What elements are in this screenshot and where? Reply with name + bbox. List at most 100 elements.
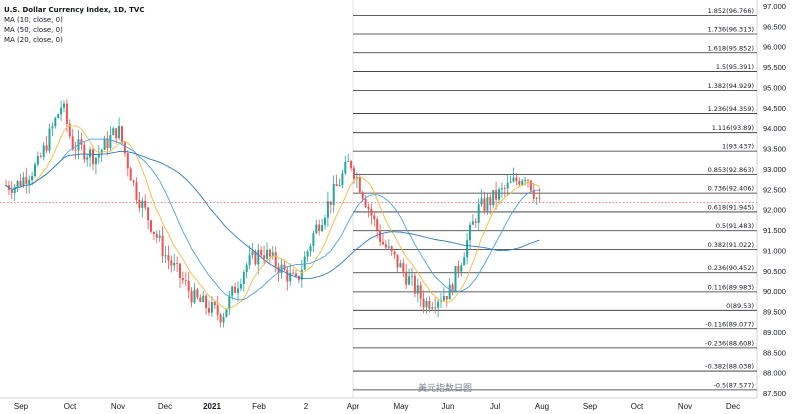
candle-body-31 [94, 157, 97, 165]
candle-body-44 [132, 180, 135, 183]
candle-body-147 [431, 307, 434, 309]
candle-body-111 [326, 201, 329, 218]
candle-body-183 [535, 197, 538, 199]
candle-body-118 [347, 161, 350, 162]
candle-body-61 [181, 277, 184, 281]
candle-body-112 [329, 201, 332, 205]
price-tick-16: 89.000 [763, 328, 786, 337]
candle-body-87 [257, 249, 260, 265]
candle-body-107 [315, 224, 318, 234]
candle-body-75 [222, 316, 225, 323]
candle-body-49 [147, 207, 150, 221]
price-tick-3: 95.500 [763, 63, 786, 72]
candle-body-34 [103, 138, 106, 150]
candle-body-23 [71, 136, 74, 150]
candle-body-62 [184, 280, 187, 282]
candle-body-116 [341, 173, 344, 186]
candle-body-68 [202, 295, 205, 302]
price-tick-12: 91.000 [763, 246, 786, 255]
candle-body-67 [199, 297, 202, 302]
price-tick-18: 88.000 [763, 369, 786, 378]
candle-body-2 [10, 189, 13, 193]
fib-label-14: 0.116(89.983) [708, 283, 754, 291]
fib-retracement: 1.852(96.766) 1.736(96.313) 1.618(95.852) 1… [353, 7, 757, 391]
price-tick-7: 93.500 [763, 145, 786, 154]
fib-label-10: 0.618(91.945) [708, 203, 754, 211]
time-tick-3: Dec [158, 402, 172, 411]
candle-body-32 [97, 153, 100, 158]
time-tick-9: Jun [442, 402, 455, 411]
candle-body-158 [463, 257, 466, 266]
time-tick-12: Sep [583, 402, 598, 411]
fib-label-8: 0.853(92.863) [708, 166, 754, 174]
candle-body-83 [245, 265, 248, 273]
candle-body-180 [527, 179, 529, 181]
ma-50-line [5, 150, 540, 280]
candle-body-5 [19, 180, 22, 186]
candle-body-104 [306, 251, 309, 257]
fib-label-7: 1(93.437) [722, 143, 754, 151]
fib-label-3: 1.5(95.391) [716, 63, 754, 71]
price-tick-2: 96.000 [763, 43, 786, 52]
candle-body-64 [190, 290, 193, 303]
time-tick-10: Jul [490, 402, 500, 411]
candle-body-128 [376, 219, 379, 231]
candle-body-99 [292, 272, 295, 274]
candle-body-53 [158, 235, 161, 238]
candle-body-149 [437, 301, 440, 308]
candle-body-35 [106, 138, 109, 149]
candle-body-98 [289, 272, 292, 282]
candle-body-113 [332, 183, 335, 205]
fib-label-9: 0.736(92.406) [708, 185, 754, 193]
candle-body-143 [419, 285, 422, 299]
candle-body-117 [344, 161, 347, 174]
candle-body-50 [150, 220, 152, 232]
candle-body-81 [239, 284, 242, 289]
candle-body-129 [379, 230, 382, 242]
candle-body-182 [532, 190, 535, 199]
candle-body-163 [477, 204, 480, 223]
time-tick-1: Oct [64, 402, 77, 411]
time-tick-13: Oct [631, 402, 644, 411]
fib-label-12: 0.382(91.022) [708, 241, 754, 249]
candle-body-26 [80, 139, 83, 145]
price-axis[interactable]: 97.000 96.500 96.000 95.500 95.000 94.500 94.0… [763, 2, 786, 398]
candle-body-12 [39, 156, 42, 157]
price-tick-8: 93.000 [763, 165, 786, 174]
candle-body-125 [367, 206, 370, 209]
candle-body-4 [16, 180, 19, 187]
time-axis[interactable]: Sep Oct Nov Dec 2021 Feb 2 Apr May Jun Jul Aug Sep Oc… [14, 402, 740, 411]
candle-body-9 [31, 176, 34, 180]
candle-body-74 [219, 314, 222, 323]
candle-body-100 [295, 273, 297, 276]
candle-body-171 [500, 188, 503, 190]
price-tick-17: 88.500 [763, 348, 786, 357]
fib-label-19: -0.5(87.577) [714, 381, 755, 389]
fib-label-18: -0.382(88.038) [705, 363, 754, 371]
candle-body-105 [309, 246, 312, 252]
candle-body-142 [416, 285, 419, 294]
time-tick-8: May [393, 402, 408, 411]
candle-body-126 [370, 208, 373, 216]
time-tick-0: Sep [14, 402, 29, 411]
candle-body-156 [457, 266, 460, 272]
candle-body-137 [402, 263, 405, 272]
time-tick-14: Nov [678, 402, 692, 411]
price-tick-10: 92.000 [763, 206, 786, 215]
legend-ma-20: MA (20, close, 0) [4, 36, 63, 44]
candle-body-39 [118, 126, 121, 139]
candle-body-66 [196, 289, 199, 298]
price-tick-1: 96.500 [763, 22, 786, 31]
price-tick-6: 94.000 [763, 124, 786, 133]
candle-body-114 [335, 183, 338, 187]
candle-body-16 [51, 126, 54, 129]
candle-body-52 [155, 233, 158, 238]
candle-body-146 [428, 300, 431, 309]
candle-body-148 [434, 307, 437, 309]
candle-body-173 [506, 182, 509, 189]
candle-body-172 [503, 188, 506, 189]
candle-body-97 [286, 269, 289, 282]
candle-body-88 [260, 249, 263, 256]
